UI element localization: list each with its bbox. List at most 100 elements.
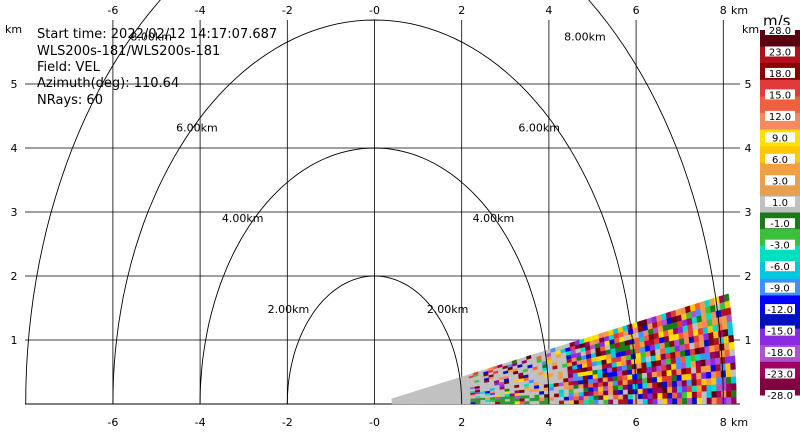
velocity-bin (694, 347, 701, 355)
velocity-bin (612, 380, 619, 386)
velocity-bin (713, 330, 719, 339)
velocity-bin (548, 386, 555, 391)
velocity-bin (704, 352, 711, 360)
velocity-bin (563, 396, 570, 401)
velocity-bin (671, 380, 678, 387)
x-tick-label-top: -6 (107, 4, 118, 17)
velocity-bin (509, 395, 516, 399)
velocity-bin (514, 398, 521, 402)
velocity-bin (713, 337, 720, 346)
velocity-bin (554, 396, 560, 401)
velocity-bin (717, 323, 724, 332)
velocity-bin (716, 383, 722, 392)
velocity-bin (573, 388, 579, 393)
velocity-bin (558, 382, 564, 387)
velocity-bin (679, 343, 686, 352)
velocity-bin (683, 336, 690, 345)
velocity-bin (698, 333, 705, 342)
velocity-bin (667, 398, 673, 405)
velocity-bin (715, 357, 721, 365)
velocity-bin (597, 373, 603, 379)
velocity-bin (660, 312, 667, 321)
velocity-bin (646, 361, 652, 368)
velocity-bin (563, 392, 570, 397)
nrays-text: NRays: 60 (37, 93, 103, 108)
colorbar-label: -3.0 (770, 241, 790, 252)
velocity-bin (696, 378, 702, 386)
velocity-bin (592, 378, 599, 384)
velocity-bin (583, 395, 589, 401)
velocity-bin (617, 389, 624, 395)
y-tick-label-right: 2 (745, 270, 752, 283)
colorbar-label: -15.0 (767, 327, 793, 338)
velocity-bin (504, 398, 511, 402)
velocity-bin (706, 384, 712, 392)
velocity-bin (725, 376, 732, 384)
velocity-bin (597, 377, 604, 383)
velocity-bin (726, 383, 732, 391)
velocity-bin (627, 398, 634, 405)
colorbar: 28.0 23.0 18.0 15.0 12.0 9.0 6.0 3.0 1.0 -1.0 -3.0… (760, 25, 800, 402)
velocity-bin (588, 387, 594, 392)
velocity-bin (686, 373, 692, 381)
x-tick-label-top: 4 (545, 4, 552, 17)
velocity-bin (593, 390, 599, 396)
field-text: Field: VEL (37, 60, 101, 75)
y-tick-label-right: 3 (745, 206, 752, 219)
range-ring (25, 0, 724, 405)
x-axis-unit-top: km (731, 4, 748, 17)
colorbar-label-bg (765, 282, 795, 293)
velocity-bin (485, 401, 491, 405)
velocity-bin (549, 400, 555, 405)
velocity-bin (701, 391, 707, 398)
colorbar-label: 15.0 (769, 90, 791, 101)
x-tick-label-top: 8 (720, 4, 727, 17)
velocity-bin (674, 344, 681, 352)
velocity-bin (725, 362, 731, 371)
velocity-bin (705, 365, 712, 373)
y-tick-label-left: 5 (11, 78, 18, 91)
velocity-bin (647, 387, 653, 394)
velocity-bin (578, 399, 584, 405)
velocity-bin (723, 335, 730, 344)
velocity-bin (608, 399, 614, 405)
velocity-bin (637, 378, 643, 384)
velocity-bin (711, 377, 717, 385)
velocity-bin (721, 383, 727, 391)
velocity-bin (636, 362, 642, 369)
velocity-bin (465, 402, 471, 405)
velocity-bin (659, 347, 666, 355)
velocity-bin (685, 305, 691, 314)
colorbar-label: 1.0 (772, 198, 788, 209)
velocity-bin (490, 399, 496, 402)
velocity-bin (721, 315, 728, 324)
velocity-bin (637, 372, 643, 379)
x-tick-label-top: -0 (369, 4, 380, 17)
velocity-bin (665, 311, 672, 319)
velocity-bin (701, 378, 707, 386)
colorbar-label-bg (765, 46, 795, 57)
velocity-bin (662, 398, 668, 405)
velocity-bin (450, 402, 457, 405)
velocity-bin (676, 380, 683, 387)
velocity-bin (702, 326, 709, 335)
velocity-bin (608, 394, 614, 400)
velocity-bin (558, 385, 565, 390)
colorbar-label-bg (765, 175, 795, 186)
velocity-bin (573, 380, 579, 385)
velocity-bin (602, 376, 609, 383)
velocity-bin (641, 372, 648, 379)
velocity-bin (558, 392, 565, 398)
velocity-bin (731, 396, 737, 405)
y-tick-label-left: 4 (11, 142, 18, 155)
colorbar-label-bg (765, 25, 795, 35)
velocity-bin (726, 396, 732, 405)
velocity-bin (608, 390, 614, 396)
range-ring-label: 4.00km (473, 212, 515, 225)
velocity-bin (529, 394, 535, 399)
velocity-bin (730, 376, 737, 384)
velocity-bin (627, 388, 634, 395)
colorbar-label-bg (765, 261, 795, 272)
velocity-bin (622, 369, 628, 376)
velocity-bin (578, 391, 584, 397)
